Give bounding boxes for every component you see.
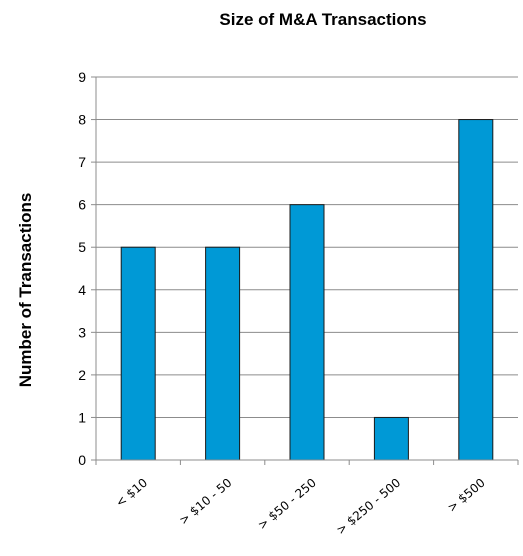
y-tick-label: 0 (78, 452, 86, 468)
bar-5 (458, 119, 494, 461)
bar-2 (205, 246, 241, 461)
bar-3 (289, 204, 325, 461)
y-tick-label: 5 (78, 239, 86, 255)
chart-title: Size of M&A Transactions (219, 10, 426, 29)
y-tick-label: 3 (78, 324, 86, 340)
y-tick-label: 6 (78, 197, 86, 213)
y-tick-labels: 0 1 2 3 4 5 6 7 8 9 (78, 69, 86, 468)
y-tick-label: 9 (78, 69, 86, 85)
bars (120, 119, 494, 461)
bar-4 (373, 416, 409, 461)
x-tick-labels: < $10 > $10 - 50 > $50 - 250 > $250 - 500 > … (113, 476, 488, 538)
y-tick-label: 2 (78, 367, 86, 383)
y-tick-label: 8 (78, 112, 86, 128)
y-tick-label: 1 (78, 409, 86, 425)
y-tick-label: 4 (78, 282, 86, 298)
y-tick-label: 7 (78, 154, 86, 170)
axes (91, 76, 519, 465)
x-tick-label: > $500 (445, 476, 488, 515)
x-tick-label: > $250 - 500 (334, 476, 404, 538)
bar-1 (120, 246, 156, 461)
y-axis-label: Number of Transactions (16, 193, 35, 388)
x-tick-label: > $50 - 250 (255, 476, 319, 533)
x-tick-label: > $10 - 50 (176, 476, 234, 528)
x-tick-label: < $10 (113, 476, 150, 510)
